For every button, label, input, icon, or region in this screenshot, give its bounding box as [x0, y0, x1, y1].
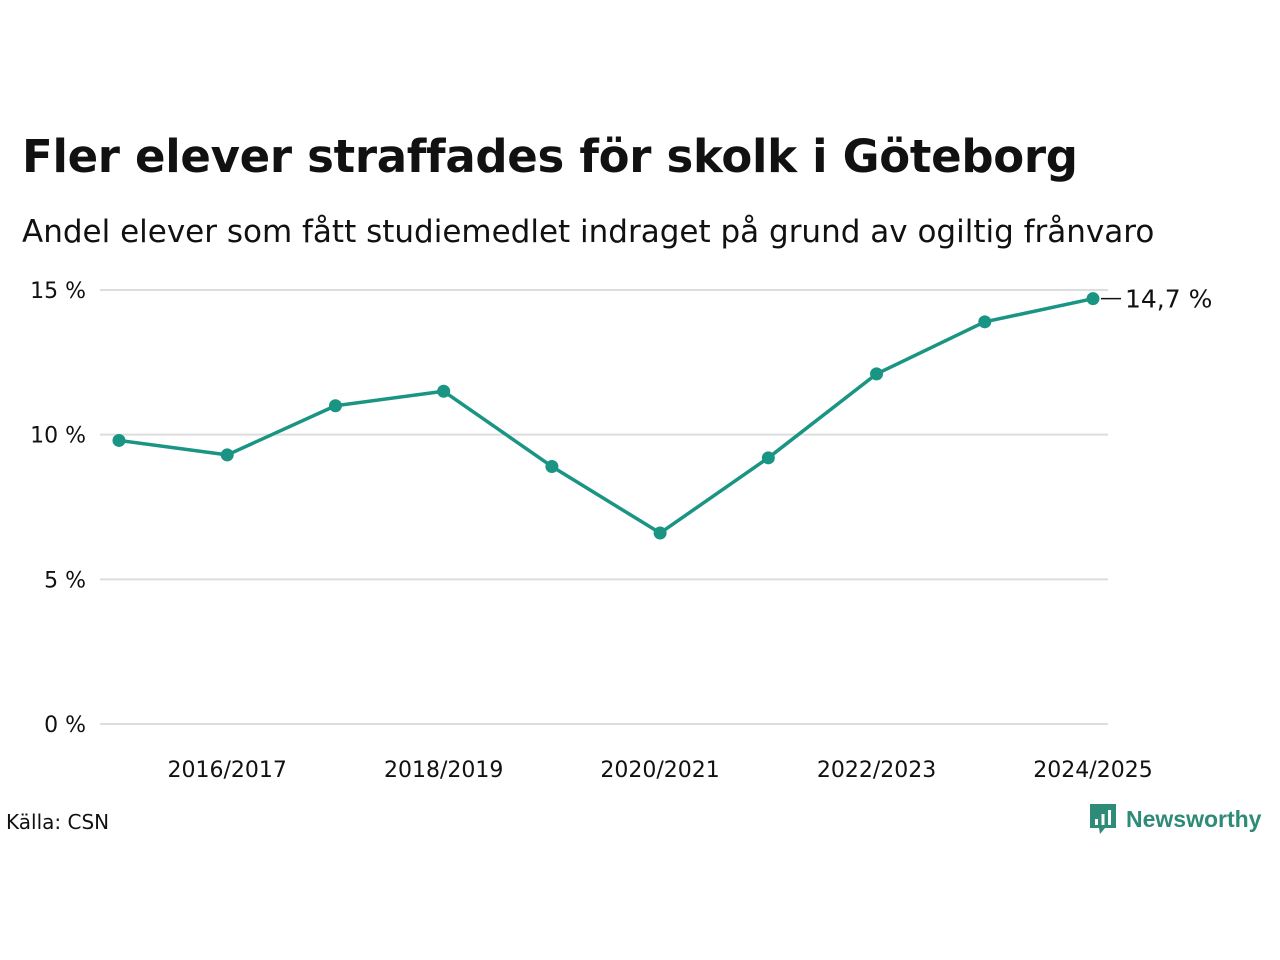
data-point [112, 433, 126, 447]
y-tick-label: 10 % [30, 424, 86, 449]
series-line [117, 296, 1095, 535]
source-note: Källa: CSN [6, 810, 110, 834]
y-tick-label: 15 % [30, 279, 86, 304]
data-point [870, 367, 884, 381]
data-point [978, 315, 992, 329]
x-tick-label: 2020/2021 [600, 758, 719, 783]
brand-name: Newsworthy [1126, 805, 1262, 832]
x-tick-label: 2016/2017 [168, 758, 287, 783]
data-point [545, 459, 559, 473]
y-axis-ticks: 0 % 5 % 10 % 15 % [30, 279, 86, 738]
data-series [112, 292, 1100, 540]
brand-logo: Newsworthy [1088, 802, 1261, 836]
data-point [437, 384, 451, 398]
x-tick-label: 2018/2019 [384, 758, 503, 783]
x-axis-ticks: 2016/2017 2018/2019 2020/2021 2022/2023 2024… [168, 758, 1153, 783]
data-point [653, 526, 667, 540]
data-point [761, 451, 775, 465]
newsworthy-logo-icon [1090, 804, 1116, 834]
chart-title: Fler elever straffades för skolk i Göteb… [22, 130, 1078, 183]
end-value-label: 14,7 % [1125, 285, 1212, 314]
y-tick-label: 0 % [44, 713, 86, 738]
chart-subtitle: Andel elever som fått studiemedlet indra… [22, 214, 1155, 250]
x-tick-label: 2022/2023 [817, 758, 936, 783]
data-point [1086, 292, 1100, 306]
x-tick-label: 2024/2025 [1033, 758, 1152, 783]
gridlines [100, 289, 1108, 725]
data-point [220, 448, 234, 462]
y-tick-label: 5 % [44, 568, 86, 593]
annotations: 14,7 % [1101, 285, 1212, 314]
data-point [328, 399, 342, 413]
